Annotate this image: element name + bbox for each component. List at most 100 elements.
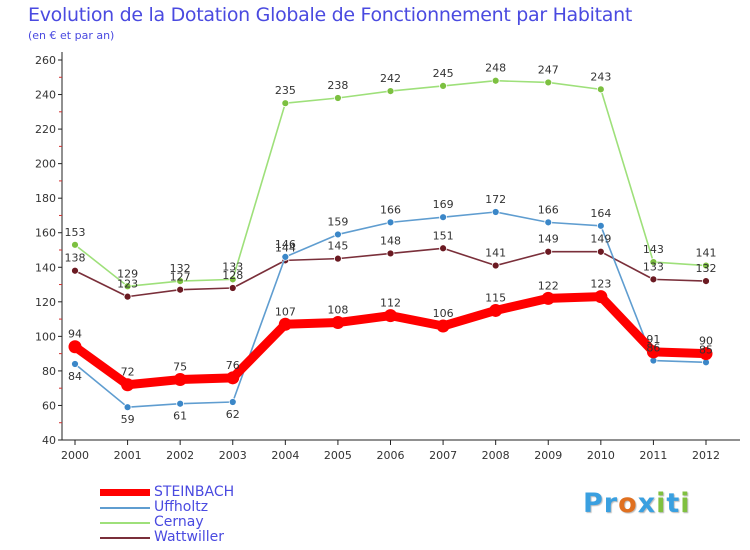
data-label: 132 xyxy=(170,262,191,275)
series-cernay xyxy=(71,76,710,291)
y-tick-label: 260 xyxy=(35,54,56,67)
data-label: 72 xyxy=(121,366,135,379)
data-point xyxy=(439,244,447,253)
data-point xyxy=(176,399,185,408)
legend-item-steinbach: STEINBACH xyxy=(100,485,234,500)
logo-letter: P xyxy=(583,488,604,519)
x-tick-label: 2006 xyxy=(377,449,405,462)
data-point xyxy=(646,345,660,359)
logo-letter: t xyxy=(666,488,681,519)
data-label: 144 xyxy=(275,241,296,254)
data-label: 94 xyxy=(68,328,82,341)
data-point xyxy=(544,78,553,87)
legend-item-cernay: Cernay xyxy=(100,515,234,530)
x-tick-label: 2002 xyxy=(166,449,194,462)
data-label: 133 xyxy=(222,260,243,273)
series-uffholtz xyxy=(71,208,710,412)
data-label: 128 xyxy=(222,269,243,282)
x-tick-label: 2010 xyxy=(587,449,615,462)
data-point xyxy=(228,398,237,406)
data-label: 85 xyxy=(699,343,713,356)
x-tick-label: 2001 xyxy=(114,449,142,462)
chart-title: Evolution de la Dotation Globale de Fonc… xyxy=(28,4,633,26)
data-point xyxy=(702,261,710,270)
x-tick-label: 2009 xyxy=(534,449,562,462)
logo-letter: x xyxy=(637,488,657,519)
data-label: 90 xyxy=(699,335,713,348)
chart-subtitle: (en € et par an) xyxy=(28,29,115,42)
y-tick-label: 60 xyxy=(42,399,56,412)
data-point xyxy=(439,82,447,90)
data-label: 59 xyxy=(121,413,135,426)
data-point xyxy=(334,94,342,102)
data-point xyxy=(278,317,292,331)
legend-label-uffholtz: Uffholtz xyxy=(154,499,209,515)
data-point xyxy=(226,371,240,385)
data-label: 247 xyxy=(538,63,559,76)
x-tick-label: 2008 xyxy=(482,449,510,462)
x-tick-label: 2007 xyxy=(429,449,457,462)
series-steinbach xyxy=(68,290,713,392)
data-point xyxy=(541,291,555,305)
legend-item-wattwiller: Wattwiller xyxy=(100,530,234,545)
data-point xyxy=(386,87,395,95)
data-label: 127 xyxy=(170,271,191,284)
data-point xyxy=(386,249,395,258)
data-label: 159 xyxy=(327,215,348,228)
y-tick-label: 80 xyxy=(42,365,56,378)
data-point xyxy=(123,282,132,291)
data-point xyxy=(331,316,345,330)
data-label: 115 xyxy=(485,291,506,304)
x-tick-label: 2012 xyxy=(692,449,720,462)
data-point xyxy=(176,277,185,285)
y-tick-label: 160 xyxy=(35,227,56,240)
data-point xyxy=(68,340,82,354)
logo-letter: o xyxy=(618,488,638,519)
y-tick-label: 180 xyxy=(35,192,56,205)
logo-letter: i xyxy=(680,488,691,519)
data-label: 166 xyxy=(380,203,401,216)
data-point xyxy=(176,285,185,294)
data-point xyxy=(544,247,553,256)
x-tick-label: 2004 xyxy=(271,449,299,462)
data-label: 164 xyxy=(590,207,611,220)
y-tick-label: 220 xyxy=(35,123,56,136)
data-label: 129 xyxy=(117,267,138,280)
data-label: 123 xyxy=(590,278,611,291)
data-label: 145 xyxy=(327,240,348,253)
data-point xyxy=(121,378,135,392)
data-label: 84 xyxy=(68,370,82,383)
data-label: 123 xyxy=(117,278,138,291)
data-label: 132 xyxy=(696,262,717,275)
data-point xyxy=(123,292,132,301)
data-point xyxy=(281,99,290,108)
data-point xyxy=(71,360,79,368)
data-label: 86 xyxy=(646,342,660,355)
data-point xyxy=(491,208,500,216)
data-label: 146 xyxy=(275,238,296,251)
y-tick-label: 120 xyxy=(35,296,56,309)
data-point xyxy=(71,240,79,249)
legend-swatch-cernay xyxy=(100,521,150,524)
data-label: 91 xyxy=(646,333,660,346)
data-point xyxy=(596,247,605,256)
chart-legend: STEINBACH Uffholtz Cernay Wattwiller xyxy=(100,485,234,545)
legend-label-steinbach: STEINBACH xyxy=(154,484,235,500)
data-point xyxy=(386,218,395,227)
data-label: 153 xyxy=(65,226,86,239)
data-point xyxy=(436,319,450,333)
x-tick-label: 2000 xyxy=(61,449,89,462)
y-tick-label: 140 xyxy=(35,261,56,274)
legend-item-uffholtz: Uffholtz xyxy=(100,500,234,515)
data-point xyxy=(594,290,608,304)
data-label: 122 xyxy=(538,279,559,292)
data-label: 149 xyxy=(590,233,611,246)
data-point xyxy=(228,275,237,284)
data-label: 172 xyxy=(485,193,506,206)
logo-letter: r xyxy=(603,488,619,519)
data-label: 138 xyxy=(65,252,86,265)
legend-label-wattwiller: Wattwiller xyxy=(154,529,224,545)
data-label: 151 xyxy=(433,229,454,242)
data-label: 238 xyxy=(327,79,348,92)
